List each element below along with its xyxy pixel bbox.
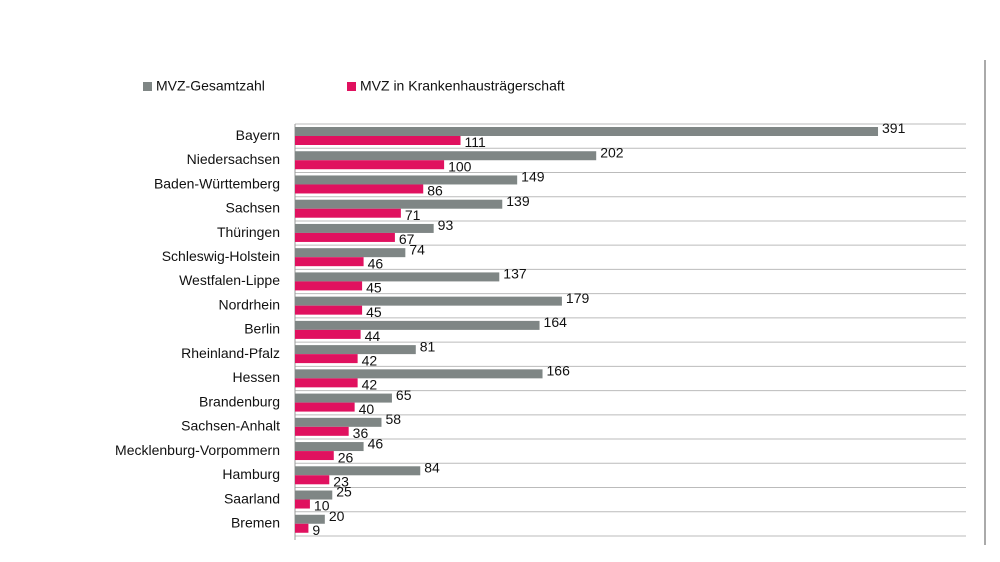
value-label: 45 <box>366 280 382 296</box>
value-label: 42 <box>362 377 378 393</box>
y-tick-label: Bremen <box>231 515 280 531</box>
value-label: 36 <box>353 425 369 441</box>
y-tick-label: Nordrhein <box>219 296 280 312</box>
bar <box>295 223 434 233</box>
value-label: 20 <box>329 508 345 524</box>
bar <box>295 417 382 427</box>
bar <box>295 393 392 403</box>
bar <box>295 320 540 330</box>
bar <box>295 329 361 339</box>
value-label: 111 <box>465 134 486 150</box>
value-label: 42 <box>362 352 378 368</box>
bar <box>295 175 518 185</box>
value-label: 40 <box>359 401 375 417</box>
bar <box>295 378 358 388</box>
bar <box>295 248 406 258</box>
value-label: 137 <box>503 266 527 282</box>
bar <box>295 305 363 315</box>
y-tick-label: Baden-Württemberg <box>154 175 280 191</box>
bar <box>295 296 562 306</box>
bar <box>295 514 325 524</box>
value-label: 166 <box>547 363 571 379</box>
value-label: 74 <box>409 241 425 257</box>
value-label: 179 <box>566 290 590 306</box>
bar <box>295 199 503 209</box>
bar <box>295 426 349 436</box>
y-tick-label: Thüringen <box>217 224 280 240</box>
y-tick-label: Bayern <box>236 127 280 143</box>
y-tick-label: Rheinland-Pfalz <box>181 345 280 361</box>
y-tick-label: Sachsen <box>226 200 280 216</box>
y-tick-label: Hamburg <box>222 466 280 482</box>
y-tick-label: Berlin <box>244 321 280 337</box>
y-tick-label: Mecklenburg-Vorpommern <box>115 442 280 458</box>
bar <box>295 127 879 136</box>
bar <box>295 354 358 364</box>
value-label: 65 <box>396 387 412 403</box>
value-label: 93 <box>438 217 454 233</box>
bar <box>295 184 424 194</box>
value-label: 100 <box>448 158 472 174</box>
bar <box>295 345 416 355</box>
bar <box>295 402 355 412</box>
legend-label: MVZ in Krankenhausträgerschaft <box>360 78 565 94</box>
bar <box>295 281 363 291</box>
value-label: 46 <box>368 255 384 271</box>
value-label: 23 <box>333 473 349 489</box>
bar <box>295 451 334 461</box>
bar <box>295 151 597 161</box>
value-label: 25 <box>336 484 352 500</box>
legend-label: MVZ-Gesamtzahl <box>156 78 265 94</box>
bar <box>295 232 395 242</box>
value-label: 45 <box>366 304 382 320</box>
y-tick-label: Westfalen-Lippe <box>179 272 280 288</box>
value-label: 139 <box>506 193 530 209</box>
bar <box>295 136 461 145</box>
value-label: 44 <box>365 328 381 344</box>
bar <box>295 369 543 379</box>
bar <box>295 523 309 533</box>
bar <box>295 475 330 485</box>
y-tick-label: Hessen <box>233 369 280 385</box>
bar <box>295 160 445 170</box>
bar <box>295 272 500 282</box>
bar <box>295 257 364 267</box>
y-tick-label: Brandenburg <box>199 393 280 409</box>
bar <box>295 208 401 218</box>
legend-swatch <box>347 82 356 91</box>
value-label: 84 <box>424 459 440 475</box>
value-label: 202 <box>600 144 624 160</box>
value-label: 391 <box>882 120 906 136</box>
legend-swatch <box>143 82 152 91</box>
value-label: 46 <box>368 435 384 451</box>
value-label: 86 <box>427 183 443 199</box>
y-tick-label: Saarland <box>224 490 280 506</box>
value-label: 164 <box>544 314 568 330</box>
value-label: 9 <box>312 522 320 538</box>
bar <box>295 490 333 500</box>
value-label: 10 <box>314 498 330 514</box>
value-label: 149 <box>521 169 545 185</box>
y-tick-label: Sachsen-Anhalt <box>181 418 280 434</box>
bar <box>295 499 310 509</box>
value-label: 58 <box>385 411 401 427</box>
y-tick-label: Niedersachsen <box>187 151 280 167</box>
value-label: 67 <box>399 231 415 247</box>
bar <box>295 442 364 452</box>
value-label: 71 <box>405 207 421 223</box>
y-tick-label: Schleswig-Holstein <box>162 248 280 264</box>
value-label: 26 <box>338 449 354 465</box>
value-label: 81 <box>420 338 436 354</box>
bar <box>295 466 421 476</box>
